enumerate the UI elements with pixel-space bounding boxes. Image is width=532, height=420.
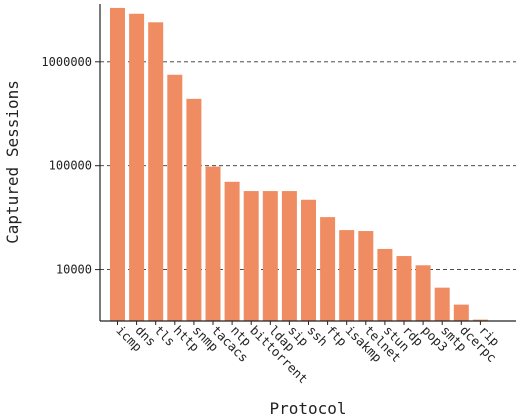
bar-tls: [148, 22, 164, 321]
bar-sip: [281, 191, 297, 321]
bar-isakmp: [339, 230, 355, 321]
bar-telnet: [358, 231, 374, 321]
bar-ldap: [262, 191, 278, 321]
bar-rip: [472, 319, 488, 321]
bar-ftp: [320, 217, 336, 321]
bars: [110, 7, 488, 321]
bar-rdp: [396, 256, 412, 321]
bar-bittorrent: [243, 191, 259, 321]
y-tick-label: 1000000: [41, 55, 92, 69]
bar-ssh: [301, 199, 316, 321]
bar-tacacs: [205, 166, 221, 321]
x-axis-title: Protocol: [269, 399, 346, 418]
grid-lines: [100, 61, 516, 270]
bar-smtp: [434, 287, 450, 321]
y-axis-title: Captured Sessions: [3, 80, 22, 244]
y-tick-label: 10000: [56, 263, 92, 277]
bar-dcerpc: [453, 304, 469, 321]
bar-stun: [377, 248, 393, 321]
bar-icmp: [110, 7, 125, 321]
bar-pop3: [415, 265, 431, 321]
bar-snmp: [186, 98, 202, 321]
y-tick-label: 100000: [49, 159, 92, 173]
bar-http: [167, 74, 183, 321]
y-ticks: 10000 100000 1000000: [41, 55, 100, 277]
bar-ntp: [224, 181, 240, 321]
bar-dns: [129, 13, 145, 321]
x-ticks: icmpdnstlshttpsnmptacacsntpbittorrentlda…: [113, 321, 503, 386]
